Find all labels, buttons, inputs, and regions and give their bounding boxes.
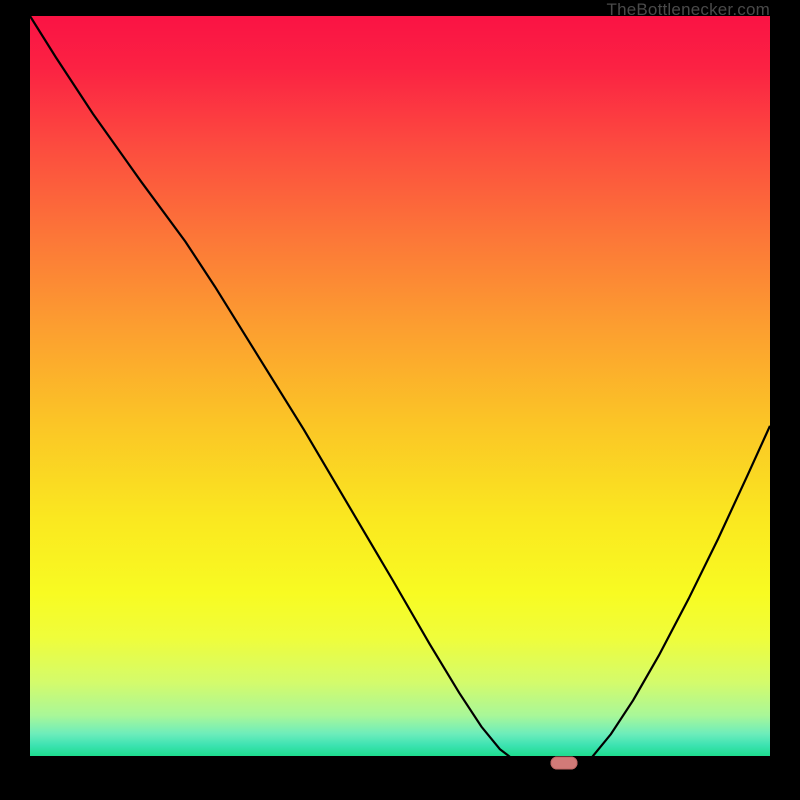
optimum-marker <box>551 757 578 770</box>
plot-area <box>30 16 770 768</box>
chart-frame: TheBottlenecker.com <box>0 0 800 800</box>
bottleneck-curve <box>30 16 770 768</box>
